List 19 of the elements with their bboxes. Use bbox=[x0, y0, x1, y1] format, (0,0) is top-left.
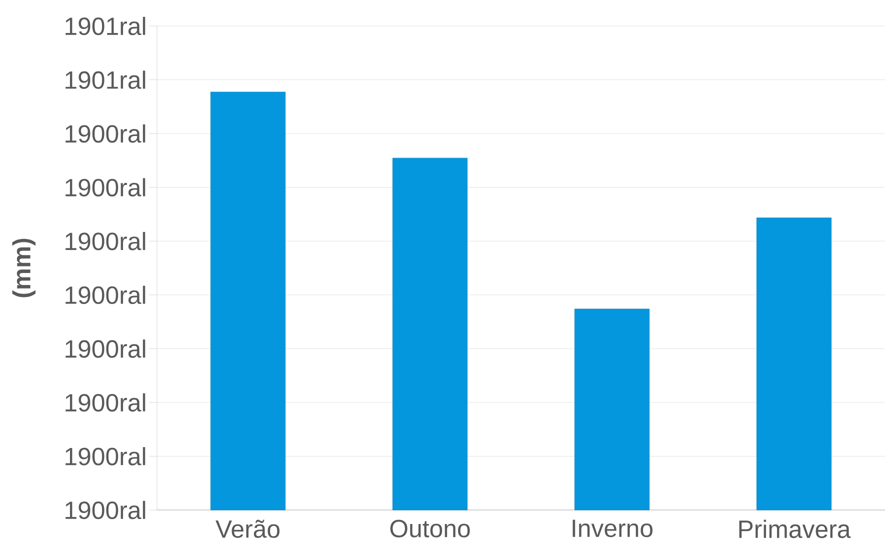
text: 1901ral bbox=[66, 70, 146, 89]
bar bbox=[392, 158, 468, 510]
text: 1901ral bbox=[66, 16, 146, 36]
x-tick-label: Inverno bbox=[572, 520, 652, 538]
bar bbox=[210, 92, 286, 510]
x-tick-label: Primavera bbox=[739, 520, 851, 538]
y-axis-title: (mm) bbox=[12, 238, 36, 298]
text: 1900ral bbox=[66, 393, 146, 412]
x-tick-label: Outono bbox=[390, 520, 470, 538]
text: 1900ral bbox=[66, 340, 146, 358]
text: 1900ral bbox=[66, 124, 146, 143]
text: 1900ral bbox=[66, 447, 146, 466]
text: 1900ral bbox=[66, 286, 146, 304]
text: 1900ral bbox=[66, 232, 146, 250]
text: 1900ral bbox=[66, 178, 146, 196]
bar bbox=[574, 308, 650, 510]
x-tick-label: Verão bbox=[216, 520, 280, 538]
bar bbox=[756, 218, 832, 510]
text: 1900ral bbox=[66, 500, 146, 520]
